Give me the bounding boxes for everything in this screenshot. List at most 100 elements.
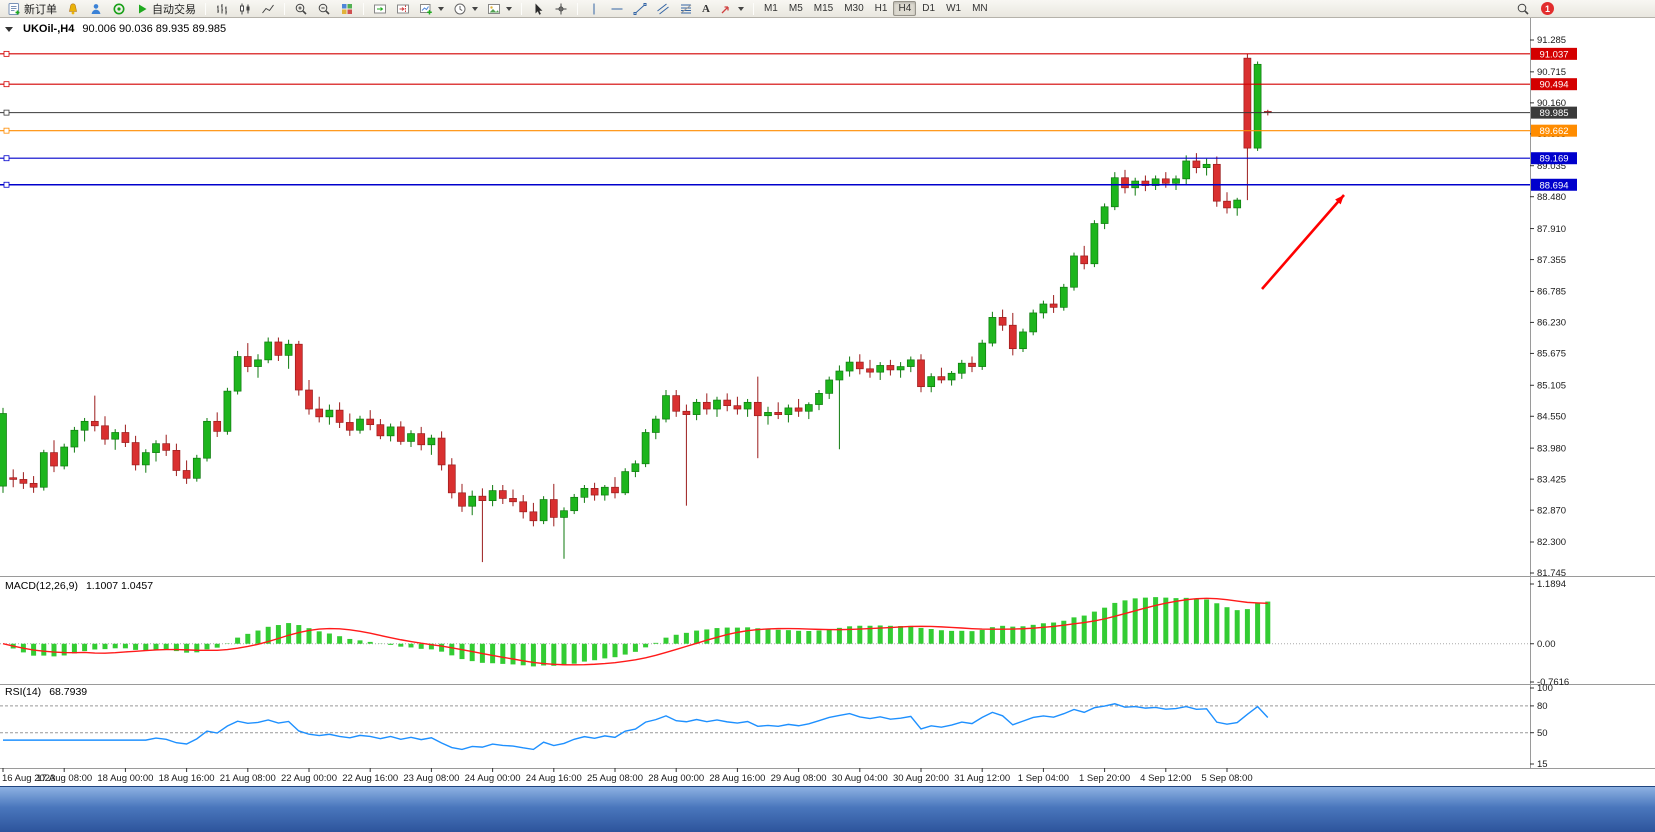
periods-clock-icon: [454, 3, 466, 14]
svg-text:28 Aug 16:00: 28 Aug 16:00: [709, 773, 765, 784]
svg-text:87.355: 87.355: [1537, 255, 1566, 266]
zoom-in-button[interactable]: [290, 1, 312, 17]
timeframe-h1-button[interactable]: H1: [874, 3, 888, 14]
svg-text:86.230: 86.230: [1537, 318, 1566, 329]
svg-text:30 Aug 20:00: 30 Aug 20:00: [893, 773, 949, 784]
new-chart-button[interactable]: [415, 1, 448, 17]
auto-scroll-button[interactable]: [369, 1, 391, 17]
accounts-button[interactable]: [85, 1, 107, 17]
svg-text:1 Sep 20:00: 1 Sep 20:00: [1079, 773, 1130, 784]
line-chart-button[interactable]: [257, 1, 279, 17]
chart-ohlc-values: 90.006 90.036 89.935 89.985: [82, 23, 227, 35]
candle-chart-icon: [240, 3, 250, 14]
bar-chart-button[interactable]: [211, 1, 233, 17]
svg-text:5 Sep 08:00: 5 Sep 08:00: [1201, 773, 1252, 784]
periods-button[interactable]: [449, 1, 482, 17]
bottom-scrollbar[interactable]: [0, 786, 1655, 832]
timeframe-m5-button[interactable]: M5: [788, 3, 803, 14]
svg-text:30 Aug 04:00: 30 Aug 04:00: [832, 773, 888, 784]
svg-text:17 Aug 08:00: 17 Aug 08:00: [36, 773, 92, 784]
svg-text:0.00: 0.00: [1537, 639, 1556, 650]
trendline-icon: [633, 2, 647, 15]
svg-text:4 Sep 12:00: 4 Sep 12:00: [1140, 773, 1191, 784]
search-icon: [1517, 3, 1529, 15]
horizontal-line-icon: [611, 8, 623, 9]
notification-badge[interactable]: 1: [1541, 2, 1554, 15]
autotrade-button[interactable]: 自动交易: [131, 1, 200, 17]
timeframe-w1-button[interactable]: W1: [946, 3, 962, 14]
toolbar-separator: [284, 2, 285, 15]
toolbar-separator: [577, 2, 578, 15]
search-button[interactable]: [1512, 1, 1534, 17]
svg-text:25 Aug 08:00: 25 Aug 08:00: [587, 773, 643, 784]
timeframe-mn-button[interactable]: MN: [972, 3, 988, 14]
svg-text:18 Aug 16:00: 18 Aug 16:00: [159, 773, 215, 784]
line-chart-icon: [262, 4, 274, 13]
arrows-tool-button[interactable]: [715, 1, 748, 17]
svg-text:24 Aug 16:00: 24 Aug 16:00: [526, 773, 582, 784]
candle-chart-button[interactable]: [234, 1, 256, 17]
fibonacci-button[interactable]: [675, 1, 697, 17]
trendline-button[interactable]: [629, 1, 651, 17]
svg-text:1.1894: 1.1894: [1537, 579, 1566, 590]
svg-text:85.675: 85.675: [1537, 349, 1566, 360]
new-chart-icon: [420, 3, 432, 14]
channel-button[interactable]: [652, 1, 674, 17]
svg-text:86.785: 86.785: [1537, 287, 1566, 298]
accounts-icon: [91, 3, 101, 14]
vertical-line-button[interactable]: [583, 1, 605, 17]
chevron-down-icon: [438, 6, 444, 11]
templates-icon: [488, 3, 500, 14]
tile-windows-button[interactable]: [336, 1, 358, 17]
svg-text:23 Aug 08:00: 23 Aug 08:00: [403, 773, 459, 784]
timeframe-m30-button[interactable]: M30: [844, 3, 864, 14]
one-click-trading-toggle[interactable]: [5, 26, 13, 32]
timeframe-d1-button[interactable]: D1: [922, 3, 936, 14]
rsi-value: 68.7939: [49, 686, 88, 698]
macd-header: MACD(12,26,9) 1.1007 1.0457: [5, 580, 153, 592]
svg-text:83.425: 83.425: [1537, 474, 1566, 485]
new-order-label: 新订单: [24, 3, 57, 16]
alerts-button[interactable]: [62, 1, 84, 17]
svg-text:16 Aug 2023: 16 Aug 2023: [2, 773, 55, 784]
zoom-out-button[interactable]: [313, 1, 335, 17]
chevron-down-icon: [737, 6, 744, 11]
svg-text:15: 15: [1537, 759, 1548, 770]
timeframe-m1-button[interactable]: M1: [763, 3, 778, 14]
crosshair-button[interactable]: [550, 1, 572, 17]
svg-text:83.980: 83.980: [1537, 443, 1566, 454]
timeframe-m15-button[interactable]: M15: [813, 3, 834, 14]
chart-canvas[interactable]: 91.28590.71590.16089.60589.03588.48087.9…: [0, 18, 1655, 786]
text-tool-icon: A: [702, 2, 710, 15]
svg-text:82.300: 82.300: [1537, 537, 1566, 548]
svg-text:84.550: 84.550: [1537, 411, 1566, 422]
svg-text:88.694: 88.694: [1539, 180, 1568, 191]
chart-shift-icon: [397, 4, 409, 13]
arrows-tool-icon: [721, 5, 729, 13]
horizontal-line-button[interactable]: [606, 1, 628, 17]
svg-text:82.870: 82.870: [1537, 505, 1566, 516]
chart-symbol-period: UKOil-,H4: [23, 23, 75, 35]
toolbar-separator: [521, 2, 522, 15]
new-order-button[interactable]: 新订单: [3, 1, 61, 17]
crosshair-icon: [555, 3, 567, 14]
templates-button[interactable]: [483, 1, 516, 17]
community-icon: [113, 3, 125, 14]
vertical-line-icon: [593, 3, 595, 14]
svg-text:18 Aug 00:00: 18 Aug 00:00: [97, 773, 153, 784]
alert-bell-icon: [69, 2, 77, 14]
zoom-in-icon: [295, 3, 307, 15]
timeframe-h4-button[interactable]: H4: [893, 1, 917, 16]
cursor-button[interactable]: [527, 1, 549, 17]
svg-text:91.037: 91.037: [1539, 49, 1568, 60]
svg-text:90.715: 90.715: [1537, 67, 1566, 78]
community-button[interactable]: [108, 1, 130, 17]
main-toolbar: 新订单 自动交易: [0, 0, 1655, 18]
channel-icon: [657, 3, 669, 14]
svg-text:91.285: 91.285: [1537, 35, 1566, 46]
svg-text:22 Aug 16:00: 22 Aug 16:00: [342, 773, 398, 784]
svg-text:-0.7616: -0.7616: [1537, 677, 1569, 688]
chart-shift-button[interactable]: [392, 1, 414, 17]
svg-text:88.480: 88.480: [1537, 192, 1566, 203]
text-tool-button[interactable]: A: [698, 1, 714, 17]
